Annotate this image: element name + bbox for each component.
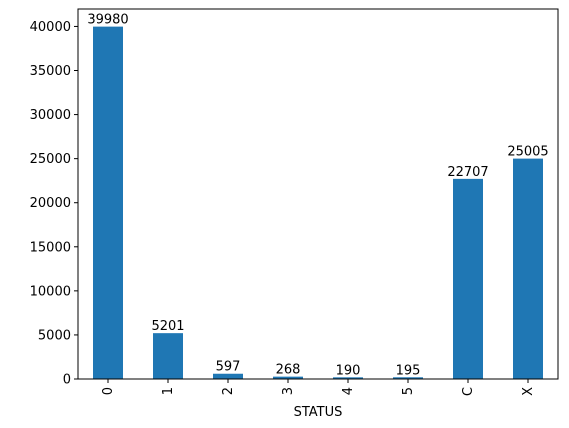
plot-area (78, 9, 558, 379)
x-tick-label-X: X (521, 387, 536, 396)
y-tick-label-30000: 30000 (30, 108, 71, 123)
bar-X (513, 159, 543, 379)
y-tick-label-15000: 15000 (30, 240, 71, 255)
bar-label-3: 268 (276, 363, 301, 378)
bar-label-5: 195 (396, 363, 421, 378)
y-tick-label-20000: 20000 (30, 196, 71, 211)
bar-label-2: 597 (216, 360, 241, 375)
bar-label-1: 5201 (151, 319, 184, 334)
x-tick-label-4: 4 (341, 387, 356, 395)
y-tick-label-5000: 5000 (38, 328, 71, 343)
y-tick-label-35000: 35000 (30, 64, 71, 79)
bar-1 (153, 333, 183, 379)
x-tick-label-1: 1 (161, 387, 176, 395)
bar-C (453, 179, 483, 379)
bar-label-X: 25005 (507, 145, 548, 160)
bar-0 (93, 27, 123, 379)
y-axis: 0 5000 10000 15000 20000 25000 30000 35000 40000 (30, 20, 78, 388)
bar-label-4: 190 (336, 363, 361, 378)
bar-label-C: 22707 (447, 165, 488, 180)
x-tick-label-3: 3 (281, 387, 296, 395)
y-tick-label-25000: 25000 (30, 152, 71, 167)
y-tick-label-40000: 40000 (30, 20, 71, 35)
x-tick-label-2: 2 (221, 387, 236, 395)
x-tick-label-C: C (461, 387, 476, 396)
y-tick-label-0: 0 (63, 373, 71, 388)
bar-label-0: 39980 (87, 13, 128, 28)
x-tick-label-0: 0 (101, 387, 116, 395)
x-tick-label-5: 5 (401, 387, 416, 395)
x-axis: 0 1 2 3 4 5 C X (101, 379, 536, 396)
y-tick-label-10000: 10000 (30, 284, 71, 299)
x-axis-title: STATUS (294, 405, 343, 420)
